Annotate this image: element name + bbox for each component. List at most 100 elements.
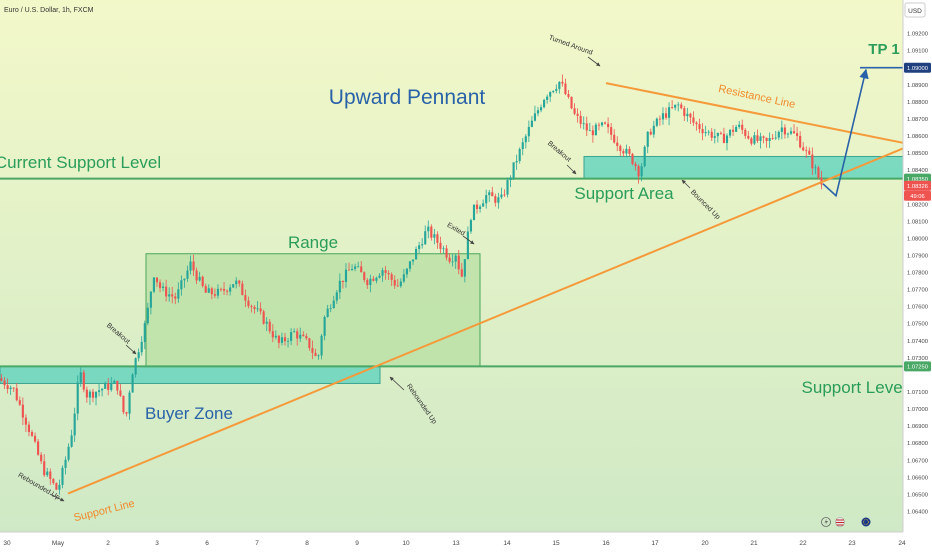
time-tick-label: 2 [106,540,110,547]
candle [192,254,195,277]
candle [649,128,652,136]
time-tick-label: 22 [799,540,807,547]
candle [180,275,183,296]
currency-button[interactable]: USD [904,2,926,18]
candle [283,332,287,346]
candle [347,262,351,271]
candle [329,304,332,313]
range-label: Range [288,233,338,252]
candle [43,454,46,478]
candle [780,120,783,140]
candle [229,284,232,296]
candle [552,90,555,94]
buyer-zone-label: Buyer Zone [145,404,233,423]
candle [73,407,76,443]
candle [305,333,308,341]
candle [637,164,640,184]
candle [302,331,305,337]
candle [783,124,786,139]
candle [622,148,625,157]
turned-around-arrow [587,56,601,67]
svg-text:1.07250: 1.07250 [907,365,928,371]
candle [536,106,540,117]
candle [671,100,674,110]
candle [640,163,643,182]
candle [274,330,277,340]
candle [567,89,570,99]
candle [33,432,37,444]
range-zone[interactable] [145,253,481,367]
candle [101,387,104,397]
candle [603,121,607,125]
time-tick-label: 14 [503,540,511,547]
tp1-label: TP 1 [868,41,899,58]
candle [79,367,82,387]
candle [271,324,274,343]
price-badge: 1.09000 [904,62,931,73]
eu-flag-icon[interactable] [861,517,871,527]
price-tick-label: 1.08200 [907,202,928,208]
price-tick-label: 1.06600 [907,475,928,481]
candle [497,192,500,209]
candle [442,245,445,254]
candle [293,328,296,333]
candle [67,443,70,462]
price-tick-label: 1.08700 [907,117,928,123]
lightning-icon[interactable] [821,517,831,527]
time-tick-label: 9 [355,540,359,547]
candle [451,254,454,267]
time-tick-label: 8 [305,540,309,547]
candle [512,162,515,181]
candle [448,253,451,264]
svg-text:1.09000: 1.09000 [907,66,928,72]
candle [616,136,619,152]
candle [491,186,494,197]
candle [238,279,241,287]
candle [500,187,503,200]
candle [579,110,582,129]
candle [354,263,357,272]
candle [728,129,732,138]
support-trendline[interactable] [67,147,904,495]
time-axis-panel[interactable] [0,532,932,550]
candle [55,482,58,491]
price-axis-panel[interactable] [903,0,932,532]
candle [506,177,509,198]
projection-path[interactable] [822,68,869,198]
buyer-zone[interactable] [0,365,381,384]
candle [262,309,265,325]
price-tick-label: 1.07100 [907,390,928,396]
candle [18,396,21,406]
candle [488,189,491,202]
candle [674,104,677,111]
candle [12,387,15,392]
price-tick-label: 1.09200 [907,32,928,38]
candle [753,131,756,146]
candle [369,274,372,293]
candle [558,81,561,94]
candle [189,255,192,275]
price-tick-label: 1.08600 [907,134,928,140]
candle [625,144,628,158]
candle [689,112,692,125]
candle [533,105,537,122]
us-flag-icon[interactable] [835,517,845,527]
candle [116,380,119,395]
candle [460,262,463,278]
candle [738,121,741,129]
price-tick-label: 1.08900 [907,83,928,89]
candle [439,236,442,254]
resistance-trendline[interactable] [605,82,904,144]
candle [113,379,116,384]
candle [140,336,143,356]
candle [149,291,152,315]
time-tick-label: 3 [155,540,159,547]
candle [692,111,695,126]
price-badge: 1.08326 [904,180,931,191]
candle [405,267,408,278]
candle [768,132,771,149]
price-tick-label: 1.08000 [907,236,928,242]
candle [643,145,646,168]
price-tick-label: 1.07400 [907,339,928,345]
